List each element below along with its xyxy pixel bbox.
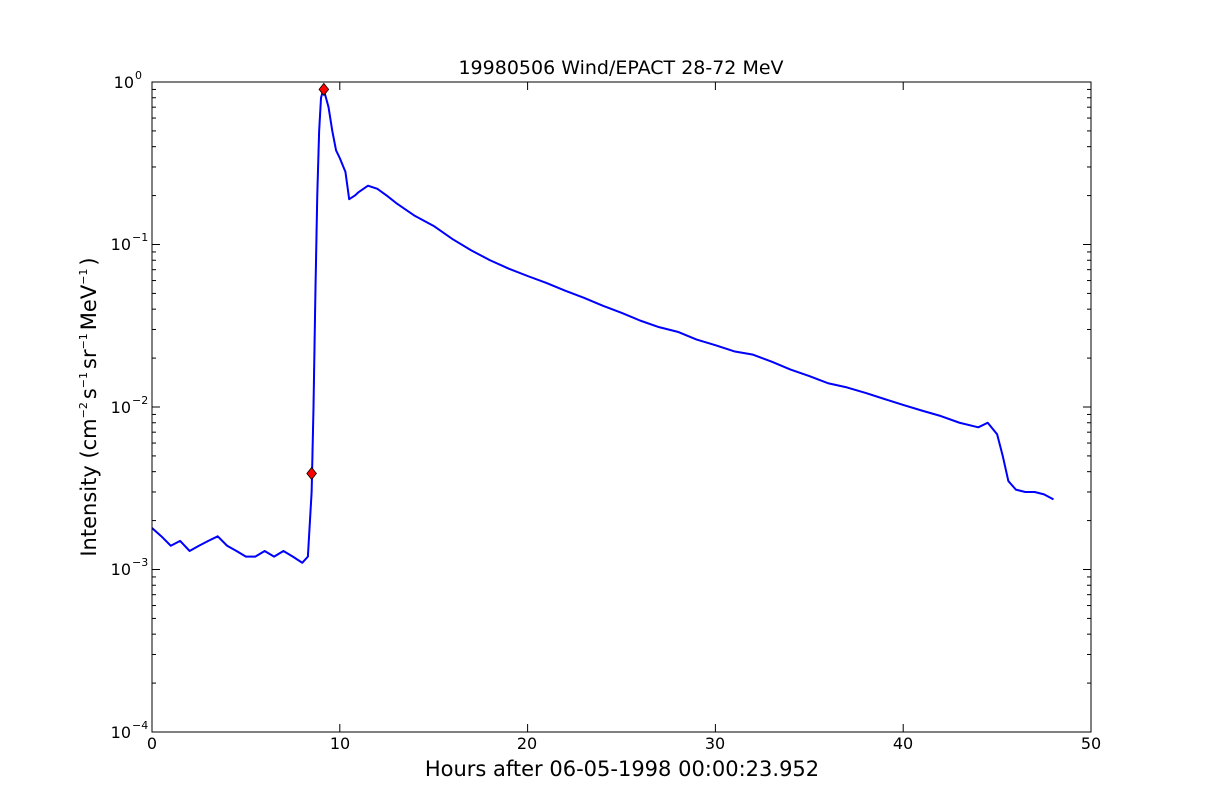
y-axis-label-part: −1 <box>77 269 90 285</box>
event-marker <box>306 466 317 481</box>
y-tick-label: 10 <box>111 235 131 254</box>
series-line-smoothed <box>151 90 1054 564</box>
y-tick-label-exp: −3 <box>132 556 148 569</box>
y-tick-label: 10 <box>111 723 131 742</box>
x-tick-label: 40 <box>893 734 913 753</box>
chart-title: 19980506 Wind/EPACT 28-72 MeV <box>458 57 783 79</box>
x-tick-label: 20 <box>517 734 537 753</box>
y-axis-label-part: MeV <box>77 284 101 330</box>
x-tick-label: 50 <box>1081 734 1101 753</box>
tick-marks <box>151 81 1092 733</box>
x-tick-label: 0 <box>147 734 157 753</box>
y-axis-label-part: sr <box>77 349 101 369</box>
y-axis-label-part: −1 <box>77 372 90 388</box>
event-marker <box>318 82 330 97</box>
y-tick-label-exp: −2 <box>132 394 148 407</box>
y-tick-label: 10 <box>114 73 134 92</box>
y-axis-label-part: s <box>77 388 101 399</box>
x-axis-label: Hours after 06-05-1998 00:00:23.952 <box>425 757 819 781</box>
y-axis-label-part: −1 <box>77 333 90 349</box>
y-axis-label-part: ) <box>77 257 101 265</box>
x-tick-label: 30 <box>705 734 725 753</box>
y-tick-label-exp: 0 <box>135 69 142 82</box>
y-axis-label: Intensity (cm−2s−1sr−1MeV−1) <box>77 257 101 556</box>
y-axis-label-part: Intensity (cm <box>77 418 101 556</box>
x-tick-label: 10 <box>330 734 350 753</box>
y-tick-label-exp: −4 <box>132 719 148 732</box>
data-layer <box>151 82 1054 564</box>
y-tick-label: 10 <box>111 560 131 579</box>
y-axis-label-part: −2 <box>77 402 90 418</box>
y-tick-label: 10 <box>111 398 131 417</box>
y-tick-label-exp: −1 <box>132 231 148 244</box>
plot-background <box>152 82 1091 732</box>
